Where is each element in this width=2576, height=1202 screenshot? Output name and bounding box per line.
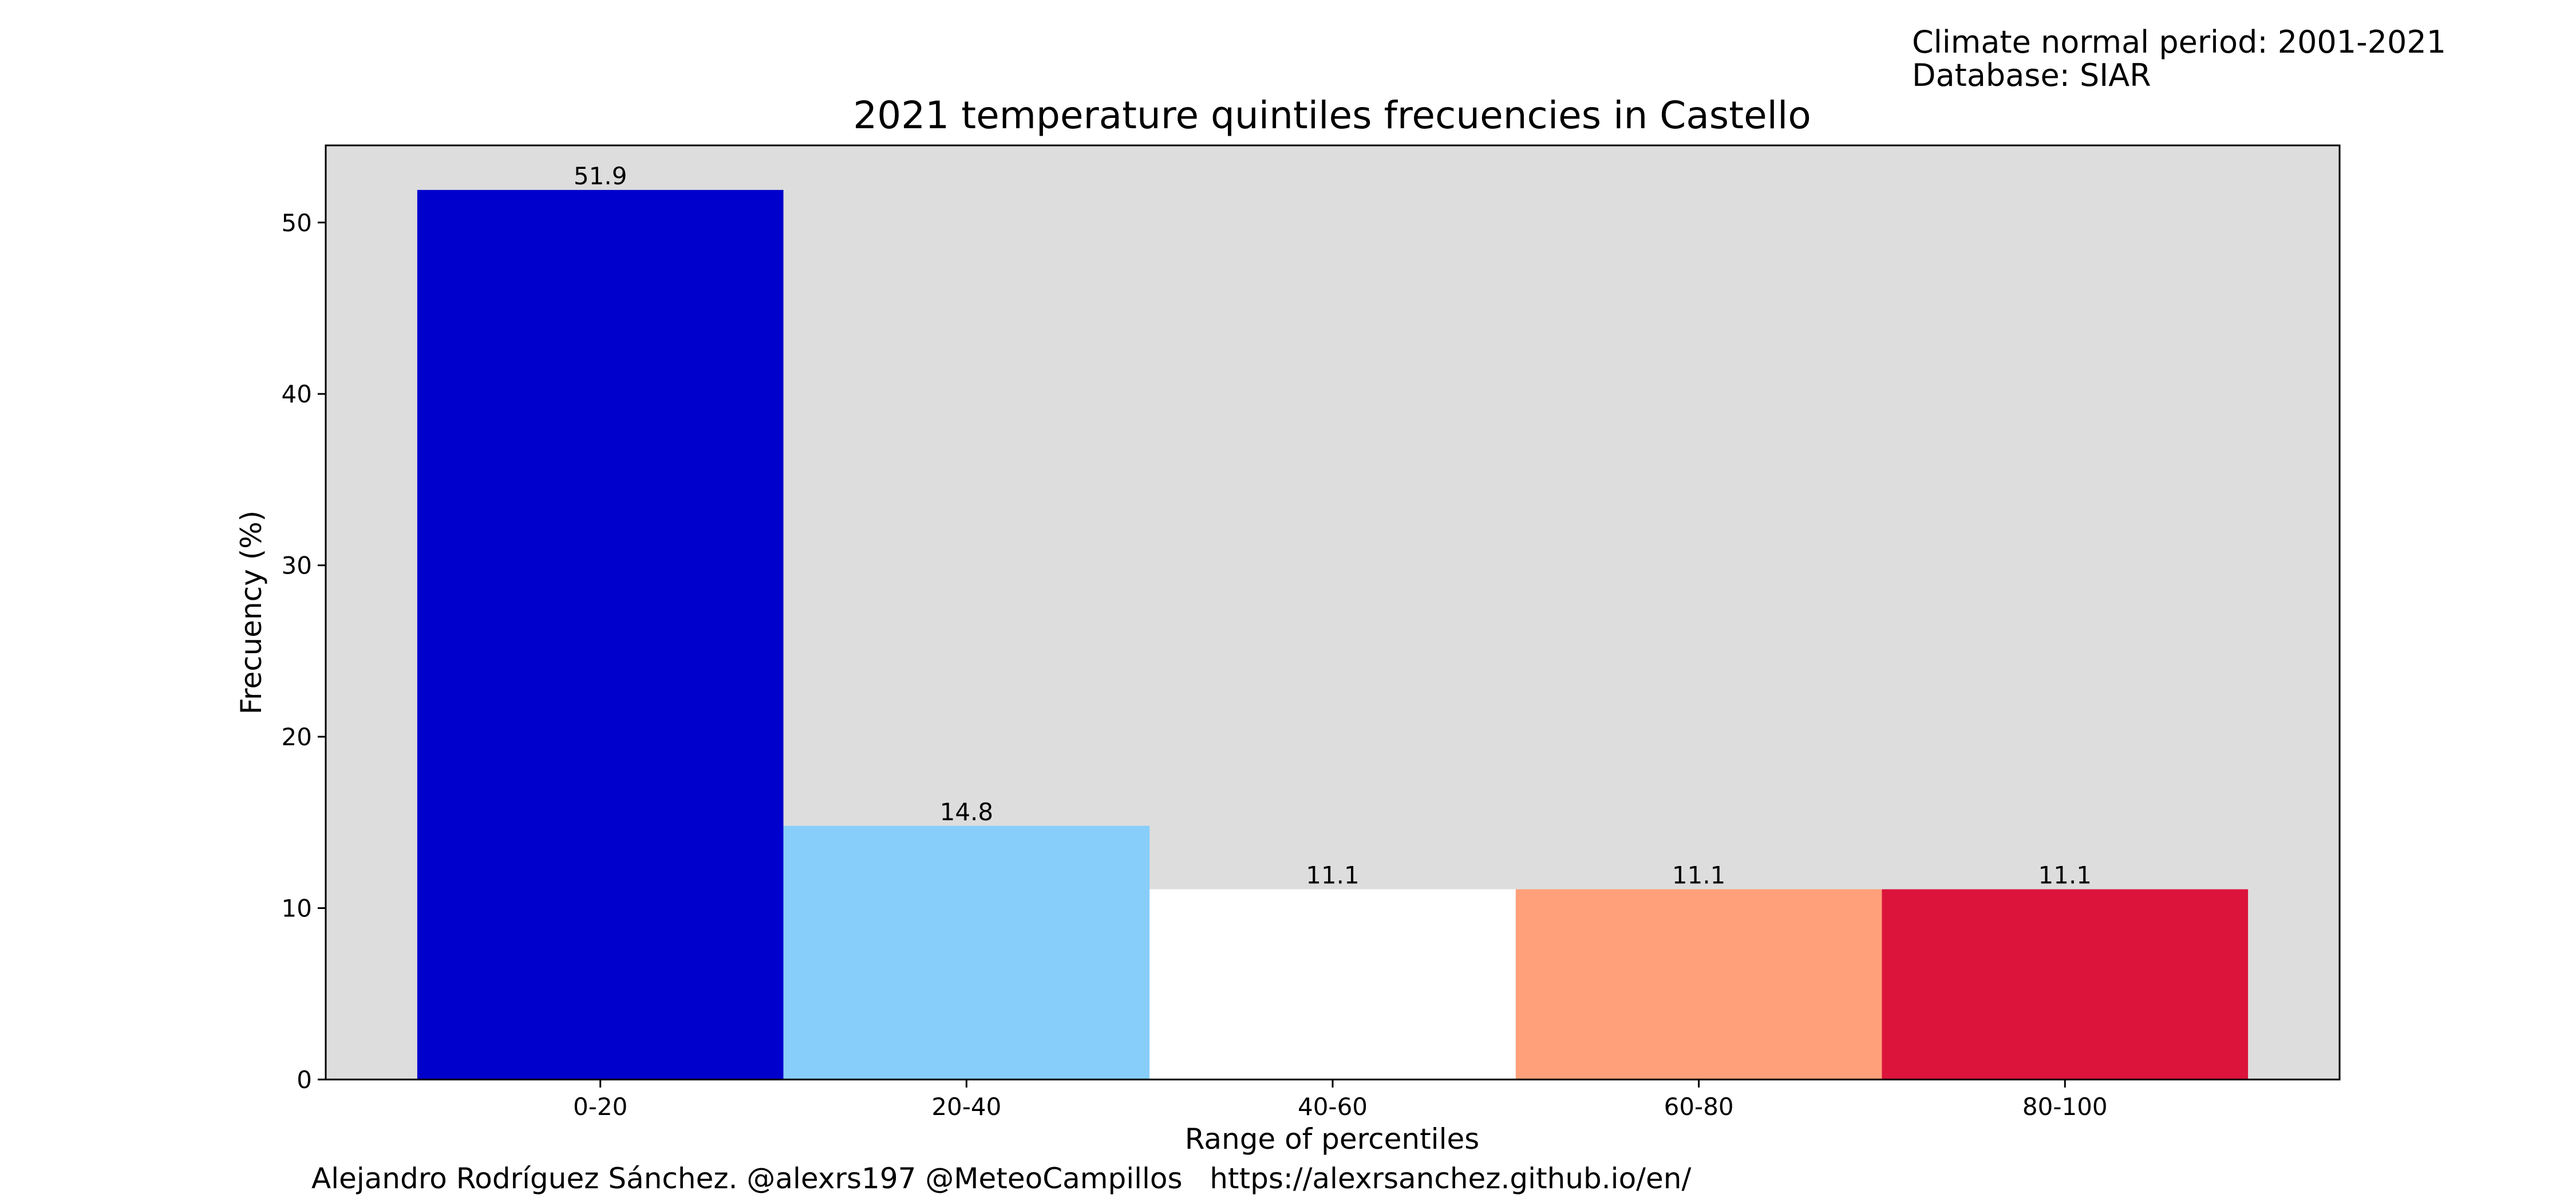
bars-group [417, 189, 2249, 1080]
y-tick-label: 50 [282, 209, 312, 237]
x-tick-label: 80-100 [2022, 1093, 2108, 1121]
x-tick-label: 0-20 [573, 1093, 627, 1121]
plot-frame [325, 144, 2341, 1081]
bar-data-label: 11.1 [1672, 861, 1726, 889]
x-axis-label: Range of percentiles [1185, 1122, 1480, 1156]
y-tick-label: 10 [282, 895, 312, 923]
chart-title: 2021 temperature quintiles frecuencies i… [853, 93, 1811, 137]
bar-data-label: 51.9 [574, 162, 627, 190]
bar-80-100 [1882, 889, 2249, 1080]
y-tick-label: 40 [282, 380, 312, 408]
y-tick-label: 30 [282, 552, 312, 580]
y-tick-label: 20 [282, 723, 312, 751]
x-tick-label: 20-40 [931, 1093, 1001, 1121]
y-tick-label: 0 [297, 1066, 312, 1094]
bar-0-20 [417, 189, 784, 1080]
data-labels-group: 51.9 14.8 11.1 11.1 11.1 [574, 162, 2092, 889]
footer-credit: Alejandro Rodríguez Sánchez. @alexrs197 … [311, 1162, 1691, 1195]
y-axis-label: Frecuency (%) [235, 511, 268, 714]
bar-data-label: 14.8 [940, 798, 994, 826]
database-note: Database: SIAR [1912, 57, 2151, 93]
bar-40-60 [1149, 889, 1516, 1080]
climate-period-note: Climate normal period: 2001-2021 [1912, 24, 2446, 60]
bar-20-40 [783, 825, 1150, 1080]
x-axis-ticks: 0-20 20-40 40-60 60-80 80-100 [573, 1080, 2108, 1121]
x-tick-label: 60-80 [1664, 1093, 1734, 1121]
bar-60-80 [1515, 889, 1882, 1080]
bar-data-label: 11.1 [1306, 861, 1360, 889]
bar-data-label: 11.1 [2038, 861, 2092, 889]
x-tick-label: 40-60 [1298, 1093, 1368, 1121]
y-axis-ticks: 0 10 20 30 40 50 [282, 209, 326, 1094]
